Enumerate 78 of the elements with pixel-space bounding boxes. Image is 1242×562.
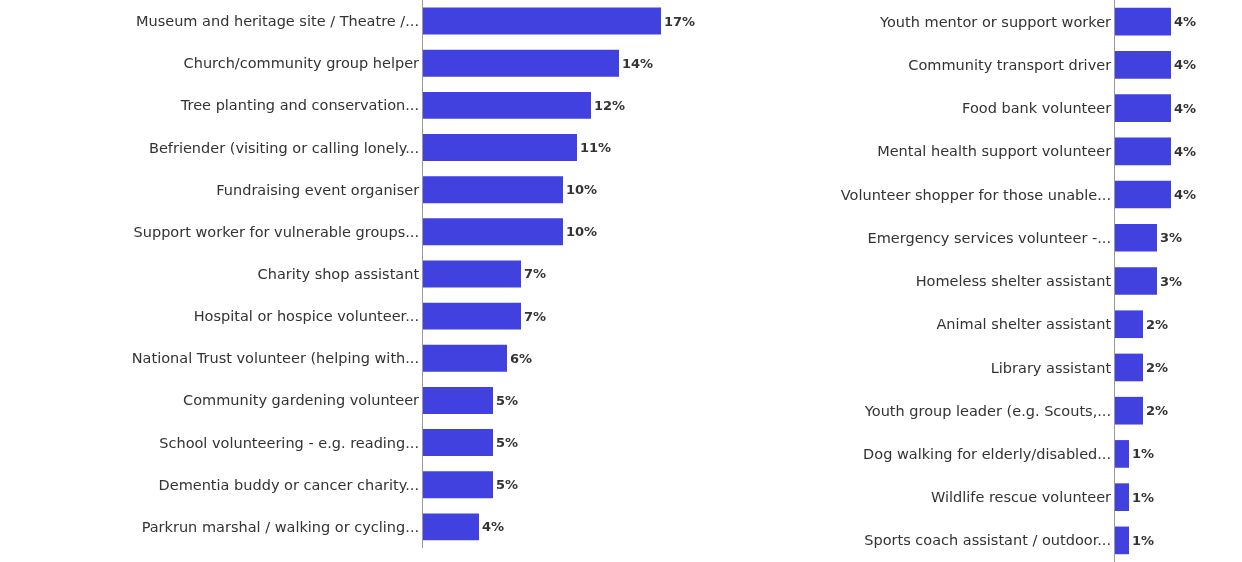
bar	[423, 260, 521, 288]
data-label: 5%	[496, 477, 519, 493]
y-tick-label: School volunteering - e.g. reading...	[159, 434, 420, 451]
bar	[1115, 353, 1143, 382]
data-label: 3%	[1160, 273, 1183, 289]
bar	[423, 471, 493, 499]
data-label: 4%	[1174, 100, 1197, 116]
y-tick-label: Community transport driver	[908, 56, 1112, 73]
bar	[423, 344, 507, 372]
data-label: 10%	[566, 182, 598, 198]
data-label: 4%	[1174, 57, 1197, 73]
bar	[1115, 396, 1143, 425]
y-tick-label: Youth mentor or support worker	[879, 13, 1112, 30]
y-tick-label: Library assistant	[990, 359, 1112, 376]
y-tick-label: Animal shelter assistant	[936, 316, 1112, 333]
y-tick-label: Wildlife rescue volunteer	[930, 489, 1112, 506]
bar	[1115, 310, 1143, 339]
data-label: 1%	[1132, 446, 1155, 462]
data-label: 4%	[1174, 143, 1197, 159]
y-tick-label: Hospital or hospice volunteer...	[193, 308, 420, 325]
data-label: 2%	[1146, 316, 1169, 332]
bar	[423, 91, 591, 119]
y-tick-label: Support worker for vulnerable groups...	[133, 223, 420, 240]
bar	[423, 302, 521, 330]
y-tick-label: Youth group leader (e.g. Scouts,...	[863, 402, 1112, 419]
bar	[1115, 51, 1171, 79]
data-label: 1%	[1132, 532, 1155, 548]
y-tick-label: National Trust volunteer (helping with...	[131, 350, 420, 367]
data-label: 6%	[510, 350, 533, 366]
y-tick-label: Community gardening volunteer	[183, 392, 420, 409]
data-label: 4%	[1174, 187, 1197, 203]
bar	[423, 176, 563, 204]
data-label: 4%	[1174, 14, 1197, 30]
y-tick-label: Volunteer shopper for those unable...	[840, 186, 1112, 203]
bar	[1115, 137, 1171, 166]
y-tick-label: Tree planting and conservation...	[179, 97, 420, 114]
data-label: 5%	[496, 435, 519, 451]
bar	[423, 134, 577, 162]
data-label: 2%	[1146, 359, 1169, 375]
data-label: 1%	[1132, 489, 1155, 505]
y-tick-label: Church/community group helper	[183, 55, 420, 72]
bar	[1115, 440, 1129, 468]
y-tick-label: Sports coach assistant / outdoor...	[864, 532, 1112, 549]
y-tick-label: Charity shop assistant	[257, 266, 420, 283]
y-tick-label: Dog walking for elderly/disabled...	[863, 446, 1112, 462]
bar	[423, 386, 493, 414]
bar	[423, 513, 479, 541]
bar	[1115, 94, 1171, 122]
data-label: 11%	[580, 140, 612, 156]
bar	[1115, 267, 1157, 295]
bar	[423, 429, 493, 457]
data-label: 7%	[524, 308, 547, 324]
data-label: 7%	[524, 266, 547, 282]
bar	[1115, 223, 1157, 252]
data-label: 3%	[1160, 230, 1183, 246]
bar	[1115, 180, 1171, 209]
data-label: 14%	[622, 55, 654, 71]
y-tick-label: Befriender (visiting or calling lonely...	[148, 139, 420, 156]
y-tick-label: Homeless shelter assistant	[915, 273, 1112, 290]
y-tick-label: Mental health support volunteer	[877, 143, 1112, 160]
bar	[1115, 526, 1129, 555]
y-tick-label: Dementia buddy or cancer charity...	[158, 476, 420, 493]
bar	[423, 218, 563, 246]
data-label: 2%	[1146, 403, 1169, 419]
bar	[1115, 7, 1171, 36]
bar	[423, 7, 661, 35]
data-label: 12%	[594, 97, 626, 113]
bar	[1115, 483, 1129, 511]
data-label: 17%	[664, 13, 696, 29]
y-tick-label: Fundraising event organiser	[216, 181, 420, 198]
bar	[423, 49, 619, 77]
data-label: 5%	[496, 392, 519, 408]
y-tick-label: Food bank volunteer	[962, 100, 1112, 117]
data-label: 10%	[566, 224, 598, 240]
y-tick-label: Museum and heritage site / Theatre /...	[135, 13, 420, 30]
y-tick-label: Emergency services volunteer -...	[867, 229, 1112, 246]
data-label: 4%	[482, 519, 505, 535]
y-tick-label: Parkrun marshal / walking or cycling...	[141, 518, 420, 535]
